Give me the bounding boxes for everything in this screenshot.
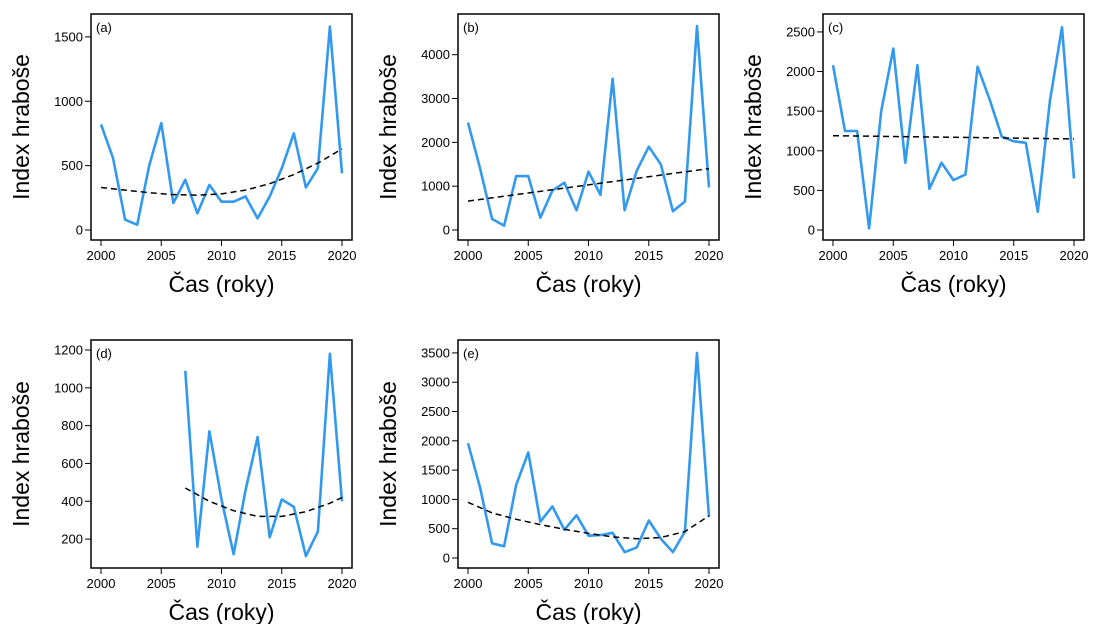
trend-line [184,487,343,518]
x-tick-label: 2010 [207,576,236,591]
y-tick-label: 0 [443,223,450,238]
x-tick-label: 2005 [514,248,543,263]
trend-line [832,134,1075,140]
y-tick-label: 1000 [54,380,83,395]
x-tick-label: 2000 [454,576,483,591]
y-axis-title: Index hraboše [740,54,766,200]
panel-label: (e) [463,346,479,361]
y-tick-label: 3500 [421,345,450,360]
y-axis-title: Index hraboše [375,381,401,527]
x-tick-label: 2020 [695,576,724,591]
trend-line [100,148,343,196]
x-tick-label: 2005 [147,576,176,591]
y-tick-label: 800 [61,418,83,433]
x-tick-label: 2020 [328,576,357,591]
y-axis-title: Index hraboše [375,54,401,200]
x-tick-label: 2000 [454,248,483,263]
x-tick-label: 2015 [999,248,1028,263]
y-tick-label: 1200 [54,343,83,358]
x-tick-label: 2005 [147,248,176,263]
chart-panel-4: 2000 2005 2010 2015 2020 200 400 600 800 1000 1200… [8,339,357,624]
y-tick-label: 1500 [421,463,450,478]
x-tick-label: 2020 [328,248,357,263]
x-axis-title: Čas (roky) [168,270,274,297]
x-tick-label: 2005 [514,576,543,591]
chart-panel-1: 2000 2005 2010 2015 2020 0 500 1000 1500 (a) Čas (… [8,13,357,297]
series-line [184,352,344,558]
plot-frame [822,13,1085,241]
y-tick-label: 2500 [786,24,815,39]
x-axis-title: Čas (roky) [535,598,641,624]
y-tick-label: 2000 [421,135,450,150]
y-tick-label: 3000 [421,375,450,390]
chart-panel-2: 2000 2005 2010 2015 2020 0 1000 2000 3000 4000 (b)… [375,13,724,297]
y-axis-title: Index hraboše [8,54,34,200]
x-tick-label: 2015 [634,576,663,591]
y-tick-label: 1000 [54,94,83,109]
y-tick-label: 0 [76,223,83,238]
x-tick-label: 2020 [695,248,724,263]
plot-frame [90,339,353,569]
x-axis-title: Čas (roky) [535,270,641,297]
y-tick-label: 2500 [421,404,450,419]
panel-label: (b) [463,20,479,35]
y-tick-label: 600 [61,456,83,471]
series-line [99,25,344,227]
trend-line [467,167,710,202]
y-tick-label: 1000 [421,179,450,194]
panel-label: (c) [828,20,843,35]
x-axis-title: Čas (roky) [168,598,274,624]
x-tick-label: 2000 [87,248,116,263]
y-tick-label: 3000 [421,91,450,106]
x-tick-label: 2005 [879,248,908,263]
x-tick-label: 2015 [267,576,296,591]
y-tick-label: 1500 [786,104,815,119]
y-tick-label: 500 [428,521,450,536]
series-line [831,25,1076,230]
x-axis-title: Čas (roky) [900,270,1006,297]
x-tick-label: 2010 [574,248,603,263]
chart-panel-5: 2000 2005 2010 2015 2020 0 500 1000 1500 2000 2500… [375,339,724,624]
y-tick-label: 500 [61,158,83,173]
trend-line [467,501,710,540]
chart-panel-3: 2000 2005 2010 2015 2020 0 500 1000 1500 2000 2500… [740,13,1089,297]
y-tick-label: 2000 [421,433,450,448]
x-tick-label: 2015 [634,248,663,263]
y-tick-label: 2000 [786,64,815,79]
x-tick-label: 2010 [939,248,968,263]
x-tick-label: 2010 [574,576,603,591]
x-tick-label: 2015 [267,248,296,263]
y-tick-label: 1000 [421,492,450,507]
x-tick-label: 2000 [87,576,116,591]
y-tick-label: 0 [443,551,450,566]
series-line [466,24,711,227]
y-axis-title: Index hraboše [8,381,34,527]
y-tick-label: 4000 [421,47,450,62]
y-tick-label: 400 [61,494,83,509]
y-tick-label: 500 [793,183,815,198]
x-tick-label: 2000 [819,248,848,263]
y-tick-label: 200 [61,532,83,547]
y-tick-label: 0 [808,223,815,238]
panel-label: (d) [96,346,112,361]
plot-frame [90,13,353,241]
series-line [466,351,711,554]
y-tick-label: 1500 [54,29,83,44]
y-tick-label: 1000 [786,143,815,158]
x-tick-label: 2010 [207,248,236,263]
x-tick-label: 2020 [1060,248,1089,263]
panel-label: (a) [96,20,112,35]
